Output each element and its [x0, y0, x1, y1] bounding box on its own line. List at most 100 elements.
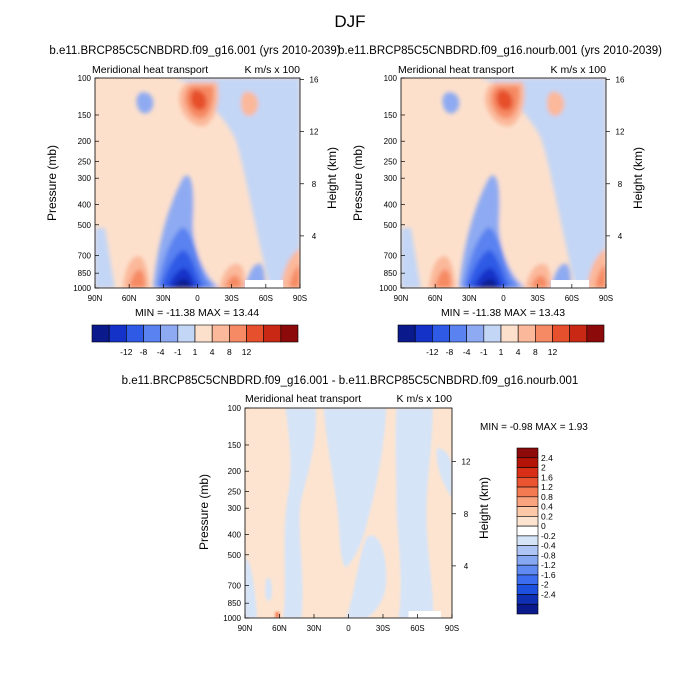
colorbar-box	[516, 525, 539, 537]
panel-3: b.e11.BRCP85C5CNBDRD.f09_g16.001 - b.e11…	[122, 375, 589, 633]
height-tick-label: 16	[310, 76, 319, 85]
stats-label: MIN = -0.98 MAX = 1.93	[480, 422, 588, 433]
colorbar: -12 -8 -4 -1 1 4 8 12	[397, 324, 605, 357]
stats-label: MIN = -11.38 MAX = 13.44	[135, 307, 259, 319]
colorbar-label: 2	[541, 463, 546, 473]
colorbar-box	[483, 324, 502, 343]
colorbar-box	[535, 324, 553, 343]
x-tick-label: 60N	[122, 294, 137, 303]
x-tick-label: 60S	[410, 624, 424, 633]
colorbar-label: 1.6	[541, 472, 553, 482]
colorbar-label: 0	[541, 521, 546, 531]
height-tick-label: 8	[464, 510, 469, 519]
colorbar-label: 4	[516, 347, 521, 357]
y-tick-label: 400	[228, 530, 242, 539]
x-tick-label: 90N	[394, 294, 409, 303]
y-axis-label: Pressure (mb)	[45, 145, 59, 221]
colorbar-box	[160, 324, 179, 343]
height-axis-label: Height (km)	[325, 147, 339, 209]
colorbar-box	[517, 324, 536, 343]
colorbar-box	[516, 506, 539, 517]
x-tick-label: 30S	[376, 624, 390, 633]
height-tick-label: 12	[462, 458, 471, 467]
colorbar-label: -2	[541, 580, 549, 590]
height-tick-label: 8	[312, 180, 317, 189]
right-label: K m/s x 100	[397, 393, 453, 405]
height-tick-label: 16	[616, 76, 625, 85]
y-tick-label: 700	[228, 581, 242, 590]
y-tick-label: 300	[384, 174, 398, 183]
colorbar-box	[432, 324, 450, 343]
panel-title: b.e11.BRCP85C5CNBDRD.f09_g16.001 (yrs 20…	[49, 45, 340, 57]
colorbar-label: -4	[157, 347, 165, 357]
y-tick-label: 150	[228, 441, 242, 450]
panel-2: b.e11.BRCP85C5CNBDRD.f09_g16.nourb.001 (…	[338, 45, 662, 357]
height-tick-label: 12	[310, 128, 319, 137]
left-label: Meridional heat transport	[92, 64, 208, 76]
colorbar-box	[516, 555, 539, 566]
colorbar-box	[586, 324, 605, 343]
colorbar-box	[516, 457, 539, 468]
x-tick-label: 30S	[531, 294, 545, 303]
y-tick-label: 700	[78, 251, 92, 260]
colorbar-label: 0.4	[541, 502, 553, 512]
colorbar-label: 8	[227, 347, 232, 357]
colorbar-label: -4	[463, 347, 471, 357]
right-label: K m/s x 100	[551, 64, 607, 76]
colorbar-label: 0.2	[541, 511, 553, 521]
height-tick-label: 4	[618, 232, 623, 241]
panel-title: b.e11.BRCP85C5CNBDRD.f09_g16.001 - b.e11…	[122, 375, 579, 387]
colorbar-box	[263, 324, 282, 343]
colorbar-box	[246, 324, 264, 343]
y-tick-label: 200	[228, 467, 242, 476]
y-axis-label: Pressure (mb)	[197, 474, 211, 550]
colorbar-box	[397, 324, 416, 343]
x-tick-label: 60S	[259, 294, 273, 303]
colorbar-box	[552, 324, 570, 343]
stats-label: MIN = -11.38 MAX = 13.43	[441, 307, 565, 319]
colorbar-label: -0.2	[541, 531, 556, 541]
x-tick-label: 30N	[307, 624, 322, 633]
colorbar-label: -8	[446, 347, 454, 357]
colorbar-box	[211, 324, 230, 343]
colorbar-box	[516, 516, 539, 527]
y-tick-label: 250	[228, 488, 242, 497]
colorbar-label: 1	[193, 347, 198, 357]
x-tick-label: 0	[346, 624, 351, 633]
contour-field	[401, 78, 606, 288]
colorbar-box	[466, 324, 485, 343]
height-tick-label: 8	[618, 180, 623, 189]
colorbar-box	[143, 324, 161, 343]
y-tick-label: 150	[78, 111, 92, 120]
y-tick-label: 100	[78, 74, 92, 83]
colorbar-box	[516, 564, 539, 576]
x-tick-label: 90N	[238, 624, 253, 633]
colorbar-box	[516, 594, 539, 605]
y-tick-label: 1000	[73, 284, 91, 293]
y-tick-label: 250	[78, 158, 92, 167]
y-tick-label: 1000	[223, 614, 241, 623]
height-axis-label: Height (km)	[631, 147, 645, 209]
colorbar-label: -1	[174, 347, 182, 357]
colorbar-label: 4	[210, 347, 215, 357]
colorbar-label: -8	[140, 347, 148, 357]
colorbar-box	[126, 324, 144, 343]
x-tick-label: 30N	[156, 294, 171, 303]
x-tick-label: 0	[501, 294, 506, 303]
y-tick-label: 850	[78, 269, 92, 278]
panel-title: b.e11.BRCP85C5CNBDRD.f09_g16.nourb.001 (…	[338, 45, 662, 57]
x-tick-label: 30S	[225, 294, 239, 303]
contour-field	[245, 408, 452, 618]
x-tick-label: 90S	[293, 294, 307, 303]
colorbar-label: -0.4	[541, 541, 556, 551]
colorbar-box	[108, 324, 127, 343]
y-tick-label: 100	[384, 74, 398, 83]
colorbar-box	[516, 603, 539, 615]
colorbar-box	[516, 584, 539, 595]
colorbar-box	[516, 535, 539, 546]
right-label: K m/s x 100	[245, 64, 301, 76]
colorbar-label: -0.8	[541, 550, 556, 560]
x-tick-label: 60S	[565, 294, 579, 303]
y-tick-label: 500	[384, 221, 398, 230]
